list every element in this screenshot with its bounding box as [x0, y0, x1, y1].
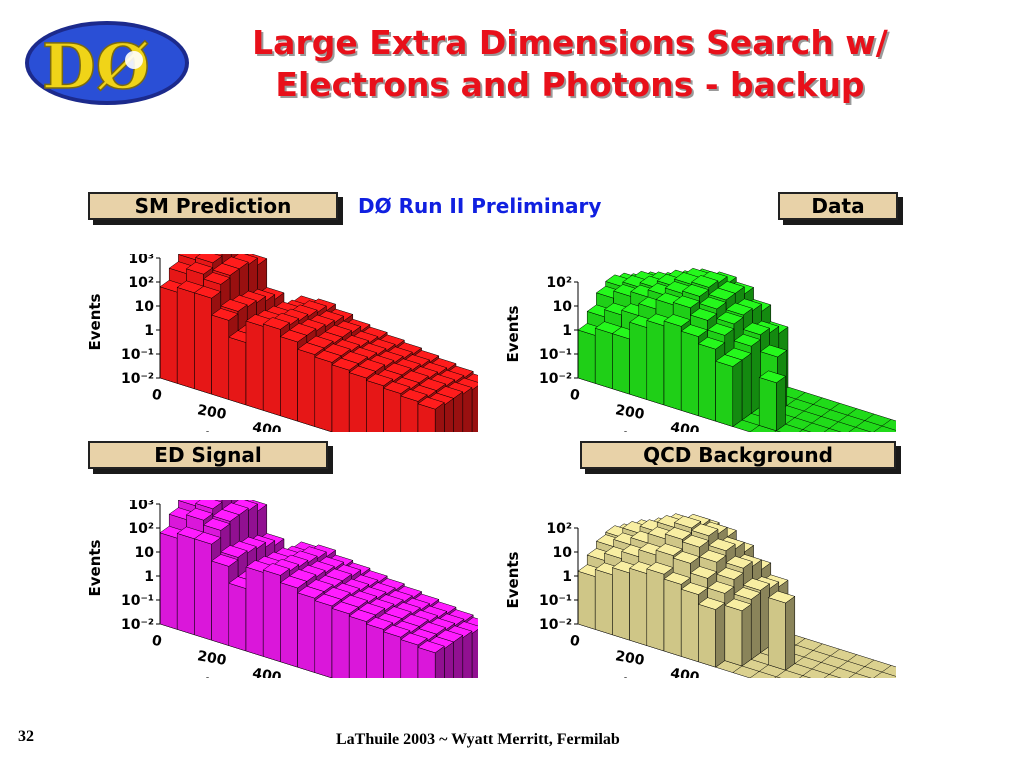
lego-group	[159, 254, 478, 432]
data-label: Data	[778, 192, 898, 220]
z-tick-label: 10³	[128, 500, 154, 513]
z-tick-label: 10²	[546, 521, 572, 537]
qcd-background-label: QCD Background	[580, 441, 896, 469]
z-tick-label: 1	[144, 569, 154, 585]
lego-group	[577, 513, 896, 678]
x-tick-label: 0	[569, 633, 582, 650]
x-tick-label: 200	[196, 648, 228, 669]
z-tick-label: 10⁻²	[121, 617, 154, 633]
data-lego-plot: 10⁻²10⁻¹11010²Events0200400600diEM Mass,…	[504, 267, 896, 432]
z-tick-label: 10²	[546, 275, 572, 291]
z-tick-label: 1	[144, 323, 154, 339]
z-tick-label: 10³	[128, 254, 154, 267]
slide-title: Large Extra Dimensions Search w/ Electro…	[200, 22, 940, 106]
z-tick-label: 10²	[128, 521, 154, 537]
x-tick-label: 200	[614, 648, 646, 669]
z-tick-label: 10⁻²	[539, 371, 572, 387]
x-tick-label: 400	[251, 666, 283, 678]
z-tick-label: 1	[562, 323, 572, 339]
ed-signal-lego-plot: 10⁻²10⁻¹11010²10³Events0200400600diEM Ma…	[86, 500, 478, 678]
x-tick-label: 400	[669, 666, 701, 678]
sm-prediction-lego-plot: 10⁻²10⁻¹11010²10³Events0200400600diEM Ma…	[86, 254, 478, 432]
qcd-background-lego-plot: 10⁻²10⁻¹11010²Events0200400600diEM Mass,…	[504, 513, 896, 678]
x-tick-label: 400	[669, 420, 701, 432]
z-tick-label: 10⁻¹	[539, 593, 572, 609]
z-tick-label: 1	[562, 569, 572, 585]
z-tick-label: 10⁻²	[539, 617, 572, 633]
x-tick-label: 0	[569, 387, 582, 404]
lego-bar	[697, 597, 726, 668]
z-tick-label: 10⁻¹	[121, 593, 154, 609]
z-tick-label: 10⁻²	[121, 371, 154, 387]
ed-signal-label: ED Signal	[88, 441, 328, 469]
x-tick-label: 200	[614, 402, 646, 423]
z-tick-label: 10	[553, 299, 573, 315]
title-line-2: Electrons and Photons - backup	[275, 65, 865, 104]
x-tick-label: 0	[151, 387, 164, 404]
z-tick-label: 10	[135, 545, 155, 561]
lego-group	[577, 267, 896, 432]
x-tick-label: 0	[151, 633, 164, 650]
lego-bar	[758, 370, 787, 432]
title-line-1: Large Extra Dimensions Search w/	[252, 23, 888, 62]
lego-bar	[767, 590, 796, 671]
lego-bar	[715, 354, 743, 428]
z-axis-label: Events	[86, 539, 104, 596]
z-axis-label: Events	[86, 293, 104, 350]
lego-bar	[724, 598, 752, 667]
lego-group	[159, 500, 478, 678]
sm-prediction-label: SM Prediction	[88, 192, 338, 220]
x-tick-label: 400	[251, 420, 283, 432]
z-axis-label: Events	[504, 551, 522, 608]
footer-credit: LaThuile 2003 ~ Wyatt Merritt, Fermilab	[336, 731, 620, 748]
d0-logo: DØ	[25, 21, 189, 105]
z-tick-label: 10⁻¹	[539, 347, 572, 363]
page-number: 32	[18, 728, 34, 745]
preliminary-label: DØ Run II Preliminary	[358, 194, 602, 218]
x-tick-label: 200	[196, 402, 228, 423]
lego-bar	[417, 640, 445, 678]
z-tick-label: 10⁻¹	[121, 347, 154, 363]
z-tick-label: 10	[553, 545, 573, 561]
z-tick-label: 10	[135, 299, 155, 315]
z-axis-label: Events	[504, 305, 522, 362]
lego-bar	[417, 396, 445, 432]
z-tick-label: 10²	[128, 275, 154, 291]
